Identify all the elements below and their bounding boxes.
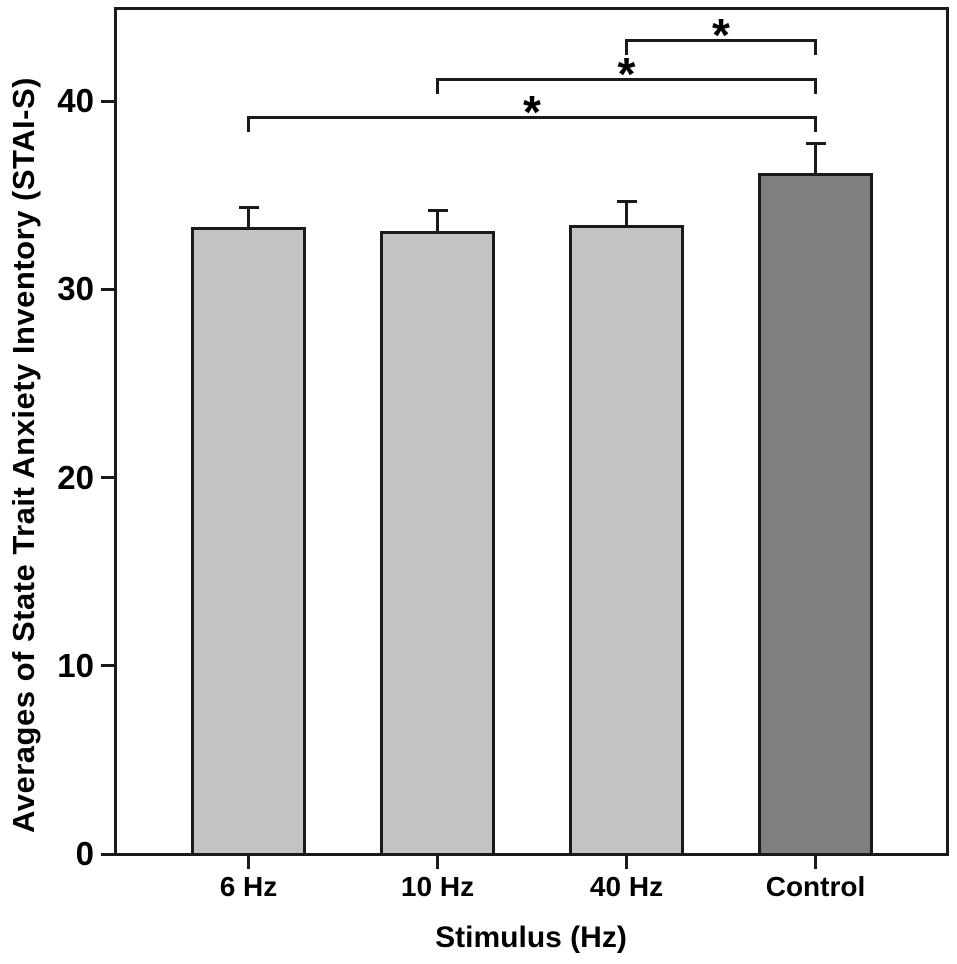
significance-bracket xyxy=(436,77,817,94)
y-axis-tick xyxy=(101,852,114,856)
x-axis-tick xyxy=(625,856,628,869)
significance-bracket xyxy=(247,115,817,132)
x-axis-tick xyxy=(247,856,250,869)
x-tick-label: 6 Hz xyxy=(219,871,278,902)
y-tick-label: 30 xyxy=(57,270,94,308)
y-tick-label: 20 xyxy=(57,458,94,496)
x-tick-label: Control xyxy=(765,871,866,902)
bar xyxy=(380,230,495,856)
y-axis-tick xyxy=(101,99,114,103)
bar xyxy=(191,227,306,856)
y-tick-label: 40 xyxy=(57,82,94,120)
x-axis-tick xyxy=(814,856,817,869)
error-bar-cap xyxy=(427,209,448,213)
error-bar-cap xyxy=(805,141,826,145)
x-axis-tick xyxy=(436,856,439,869)
x-tick-label: 40 Hz xyxy=(589,871,664,902)
y-axis-tick xyxy=(101,476,114,480)
y-tick-label: 0 xyxy=(75,835,94,872)
y-axis-tick xyxy=(101,287,114,291)
error-bar-stem xyxy=(625,200,628,226)
significance-asterisk: * xyxy=(712,9,730,61)
significance-asterisk: * xyxy=(523,86,541,138)
significance-asterisk: * xyxy=(617,48,636,100)
error-bar-stem xyxy=(436,210,439,231)
error-bar-stem xyxy=(814,142,817,173)
error-bar-stem xyxy=(247,206,250,228)
significance-bracket xyxy=(625,38,817,55)
error-bar-cap xyxy=(616,199,637,203)
error-bar-cap xyxy=(238,205,259,209)
bar xyxy=(758,172,873,856)
y-axis-tick xyxy=(101,664,114,668)
x-axis-title: Stimulus (Hz) xyxy=(435,921,627,954)
x-tick-label: 10 Hz xyxy=(400,871,475,902)
y-tick-label: 10 xyxy=(57,646,94,684)
bar xyxy=(569,225,684,856)
